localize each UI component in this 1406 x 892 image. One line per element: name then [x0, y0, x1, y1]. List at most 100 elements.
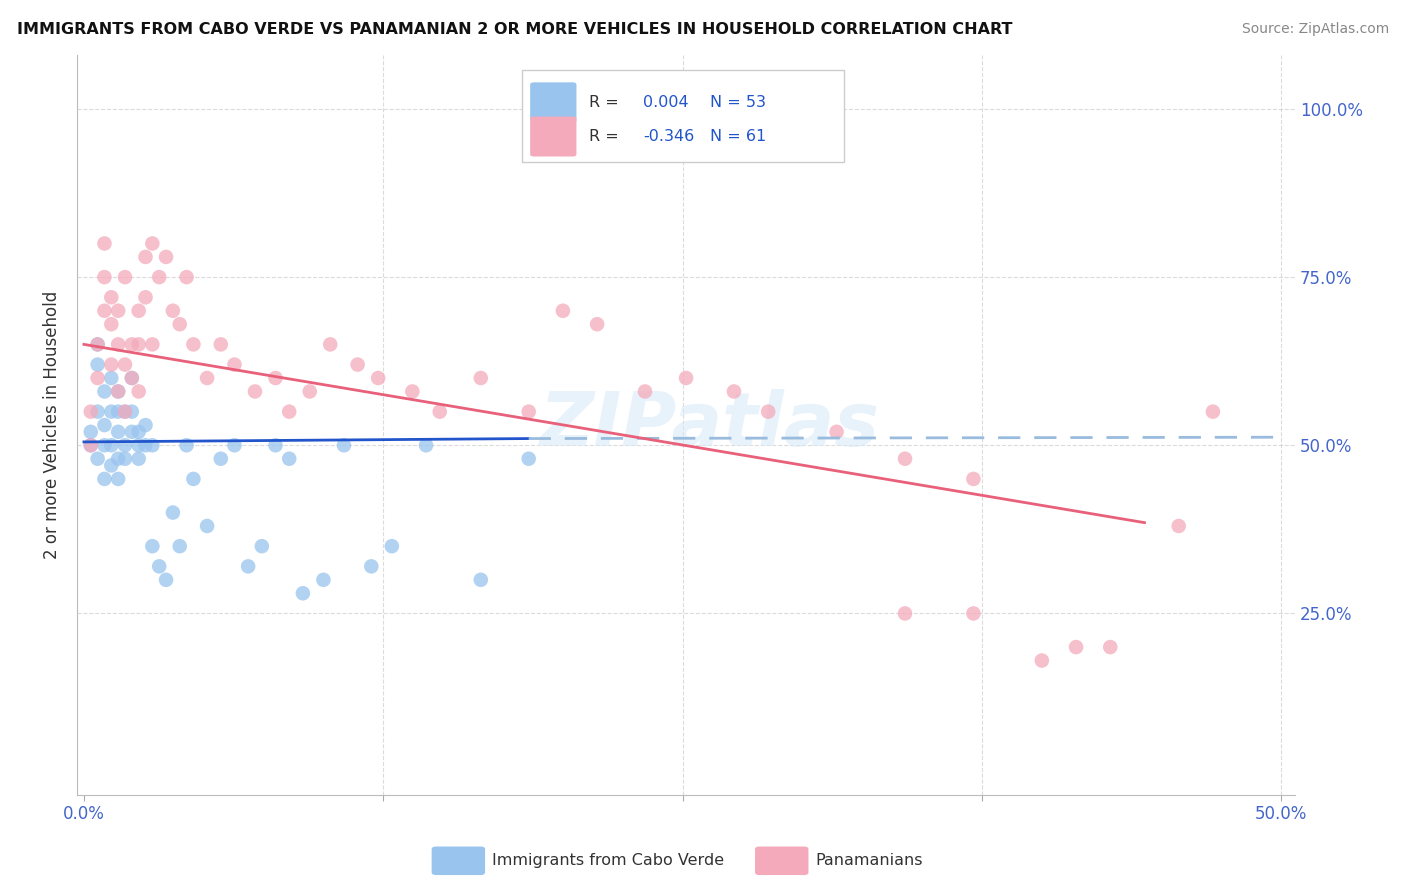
Point — [675, 371, 697, 385]
Point — [401, 384, 423, 399]
FancyBboxPatch shape — [530, 117, 576, 156]
Point — [195, 519, 218, 533]
Point — [134, 250, 156, 264]
Text: R =: R = — [589, 129, 623, 144]
Point — [114, 438, 136, 452]
Point — [134, 438, 156, 452]
Point — [121, 371, 143, 385]
Text: Immigrants from Cabo Verde: Immigrants from Cabo Verde — [492, 854, 724, 868]
Point — [107, 425, 129, 439]
Point — [93, 270, 115, 285]
Point — [114, 270, 136, 285]
Point — [367, 371, 389, 385]
Point — [107, 404, 129, 418]
Point — [134, 290, 156, 304]
Point — [100, 438, 122, 452]
Point — [141, 539, 163, 553]
Text: R =: R = — [589, 95, 623, 110]
Point — [723, 384, 745, 399]
Point — [107, 337, 129, 351]
Point — [141, 236, 163, 251]
Point — [162, 303, 184, 318]
Point — [93, 303, 115, 318]
Point — [107, 472, 129, 486]
Point — [86, 404, 108, 418]
Point — [86, 358, 108, 372]
Point — [894, 451, 917, 466]
Point — [80, 438, 103, 452]
Point — [333, 438, 356, 452]
Point — [100, 371, 122, 385]
Point — [93, 384, 115, 399]
Point — [114, 404, 136, 418]
Point — [264, 371, 287, 385]
Point — [80, 404, 103, 418]
Point — [134, 418, 156, 433]
Point — [312, 573, 335, 587]
Y-axis label: 2 or more Vehicles in Household: 2 or more Vehicles in Household — [44, 291, 60, 559]
Point — [128, 438, 150, 452]
Text: Panamanians: Panamanians — [815, 854, 922, 868]
Point — [107, 303, 129, 318]
Point — [346, 358, 368, 372]
Point — [80, 425, 103, 439]
Point — [209, 451, 232, 466]
Point — [114, 404, 136, 418]
Point — [264, 438, 287, 452]
Point — [128, 451, 150, 466]
Point — [107, 384, 129, 399]
Text: N = 61: N = 61 — [710, 129, 766, 144]
Point — [121, 371, 143, 385]
Point — [1202, 404, 1225, 418]
Point — [93, 236, 115, 251]
Point — [121, 425, 143, 439]
Point — [278, 404, 301, 418]
Point — [319, 337, 342, 351]
Point — [209, 337, 232, 351]
Point — [107, 451, 129, 466]
Point — [155, 250, 177, 264]
Point — [470, 371, 492, 385]
Point — [415, 438, 437, 452]
Point — [1099, 640, 1122, 654]
Point — [825, 425, 848, 439]
Point — [429, 404, 451, 418]
Point — [162, 506, 184, 520]
Point — [169, 317, 191, 331]
FancyBboxPatch shape — [530, 82, 576, 122]
Point — [470, 573, 492, 587]
Point — [894, 607, 917, 621]
Point — [291, 586, 314, 600]
Point — [250, 539, 273, 553]
Point — [1167, 519, 1189, 533]
Point — [551, 303, 574, 318]
Point — [80, 438, 103, 452]
Point — [86, 371, 108, 385]
Point — [278, 451, 301, 466]
Point — [962, 472, 984, 486]
Point — [100, 404, 122, 418]
Point — [183, 337, 205, 351]
Point — [100, 358, 122, 372]
Text: -0.346: -0.346 — [644, 129, 695, 144]
Point — [114, 451, 136, 466]
Text: IMMIGRANTS FROM CABO VERDE VS PANAMANIAN 2 OR MORE VEHICLES IN HOUSEHOLD CORRELA: IMMIGRANTS FROM CABO VERDE VS PANAMANIAN… — [17, 22, 1012, 37]
Point — [517, 451, 540, 466]
Text: N = 53: N = 53 — [710, 95, 766, 110]
Point — [176, 270, 198, 285]
Point — [298, 384, 321, 399]
Text: Source: ZipAtlas.com: Source: ZipAtlas.com — [1241, 22, 1389, 37]
Point — [128, 384, 150, 399]
Point — [107, 384, 129, 399]
Point — [155, 573, 177, 587]
Point — [517, 404, 540, 418]
Point — [756, 404, 779, 418]
Point — [381, 539, 404, 553]
Point — [176, 438, 198, 452]
Point — [86, 337, 108, 351]
Point — [128, 425, 150, 439]
Point — [114, 358, 136, 372]
FancyBboxPatch shape — [522, 70, 845, 162]
Point — [169, 539, 191, 553]
Point — [100, 458, 122, 473]
